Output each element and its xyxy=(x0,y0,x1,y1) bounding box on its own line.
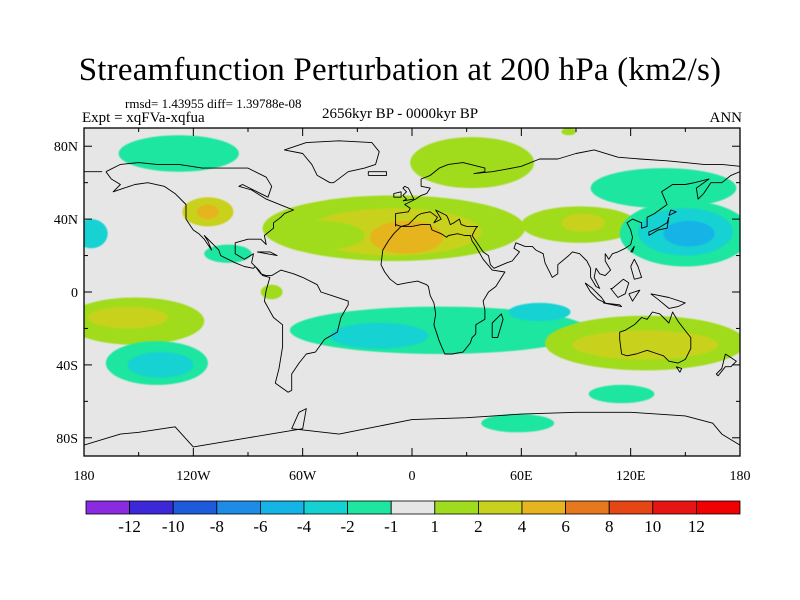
colorbar-swatch xyxy=(259,500,305,515)
contour-sahara-core xyxy=(370,220,443,254)
coastline-20 xyxy=(630,258,643,280)
contour-s-indian-low-core xyxy=(508,302,571,322)
colorbar-label: 1 xyxy=(431,517,440,536)
colorbar-swatch xyxy=(85,500,130,515)
y-tick-label: 40S xyxy=(56,359,78,374)
coastline-2 xyxy=(395,149,740,227)
coastline-22 xyxy=(257,251,278,257)
contour-n-asia-high-dot xyxy=(561,128,576,136)
contour-central-atlantic-tongue xyxy=(277,220,365,251)
y-tick-label: 80N xyxy=(54,140,78,155)
left-subtitle: Expt = xqFVa-xqfua xyxy=(82,110,205,126)
colorbar-label: -10 xyxy=(162,517,185,536)
coastline-12 xyxy=(367,171,387,176)
contour-fields xyxy=(84,128,740,433)
colorbar-label: -12 xyxy=(118,517,141,536)
colorbar-label: -1 xyxy=(384,517,398,536)
coastline-11 xyxy=(393,191,402,198)
contour-w-pacific-dateline-west xyxy=(84,219,108,249)
contour-n-asia-trough xyxy=(590,168,737,209)
contour-north-atlantic-ne-us-core xyxy=(196,204,219,220)
colorbar-swatch xyxy=(390,500,436,515)
coastline-7 xyxy=(619,311,692,364)
coastline-13 xyxy=(648,216,670,236)
colorbar: -12 -10 -8 -6 -4 -2 -1 1 2 4 6 8 10 12 xyxy=(85,500,741,536)
contour-caribbean-high xyxy=(260,284,283,300)
colorbar-swatch xyxy=(216,500,261,515)
colorbar-swatch xyxy=(565,500,610,515)
colorbar-swatch xyxy=(608,500,654,515)
x-tick-label: 180 xyxy=(730,469,751,484)
chart-title: Streamfunction Perturbation at 200 hPa (… xyxy=(78,52,722,88)
contour-s-atlantic-low-core xyxy=(330,322,429,349)
x-tick-label: 120W xyxy=(176,469,211,484)
y-tick-label: 40N xyxy=(54,213,78,228)
coastline-9 xyxy=(715,353,737,377)
x-tick-label: 120E xyxy=(616,469,646,484)
colorbar-swatch xyxy=(477,500,523,515)
colorbar-label: 6 xyxy=(561,517,570,536)
coastline-10 xyxy=(402,185,415,202)
coastline-14 xyxy=(668,209,677,216)
coastline-19 xyxy=(650,293,686,309)
contour-s-pacific-high-core xyxy=(87,306,168,329)
colorbar-label: -2 xyxy=(341,517,355,536)
colorbar-swatch xyxy=(347,500,392,515)
colorbar-label: -4 xyxy=(297,517,312,536)
y-tick-label: 0 xyxy=(71,286,78,301)
coastline-5 xyxy=(380,224,506,355)
coastlines xyxy=(84,140,740,448)
center-subtitle: 2656kyr BP - 0000kyr BP xyxy=(321,106,479,122)
coastline-23 xyxy=(193,408,740,448)
colorbar-swatch xyxy=(521,500,566,515)
colorbar-swatch xyxy=(652,500,697,515)
axis-ticks: 180 120W 60W 0 60E 120E 180 80N 40N 0 40S 80S xyxy=(54,128,751,484)
x-tick-label: 60E xyxy=(510,469,533,484)
coastline-18 xyxy=(628,289,641,302)
colorbar-swatch xyxy=(434,500,479,515)
coastline-8 xyxy=(675,366,683,373)
coastline-6 xyxy=(491,313,504,339)
coastline-4 xyxy=(395,171,740,289)
contour-australia-high-core xyxy=(572,330,719,360)
colorbar-label: 8 xyxy=(605,517,614,536)
coastline-24 xyxy=(84,426,194,448)
coastline-17 xyxy=(610,278,630,298)
contour-n-canada-trough xyxy=(118,135,239,172)
contour-ne-pacific-low xyxy=(204,244,252,263)
colorbar-label: -6 xyxy=(253,517,267,536)
colorbar-label: -8 xyxy=(210,517,224,536)
contour-s-pacific-low-core xyxy=(127,352,194,378)
coastline-21 xyxy=(630,245,635,253)
coastline-16 xyxy=(603,302,623,308)
coastline-1 xyxy=(283,140,380,184)
contour-w-pacific-low-core xyxy=(663,220,715,247)
colorbar-label: 2 xyxy=(474,517,483,536)
x-tick-label: 180 xyxy=(74,469,95,484)
stats-text: rmsd= 1.43955 diff= 1.39788e-08 xyxy=(125,96,302,111)
contour-south-asia-high-core xyxy=(561,213,606,232)
contour-s-indian-ocean-low xyxy=(588,384,655,404)
x-tick-label: 60W xyxy=(289,469,317,484)
y-tick-label: 80S xyxy=(56,432,78,447)
colorbar-swatch xyxy=(172,500,218,515)
colorbar-label: 12 xyxy=(688,517,705,536)
colorbar-swatch xyxy=(303,500,348,515)
right-subtitle: ANN xyxy=(709,110,743,126)
colorbar-label: 10 xyxy=(644,517,661,536)
colorbar-label: 4 xyxy=(518,517,527,536)
colorbar-swatch xyxy=(696,500,741,515)
x-tick-label: 0 xyxy=(409,469,416,484)
contour-antarctic-low xyxy=(481,414,555,433)
contour-n-europe-high xyxy=(410,137,535,189)
coastline-0 xyxy=(105,162,349,393)
colorbar-swatch xyxy=(129,500,174,515)
